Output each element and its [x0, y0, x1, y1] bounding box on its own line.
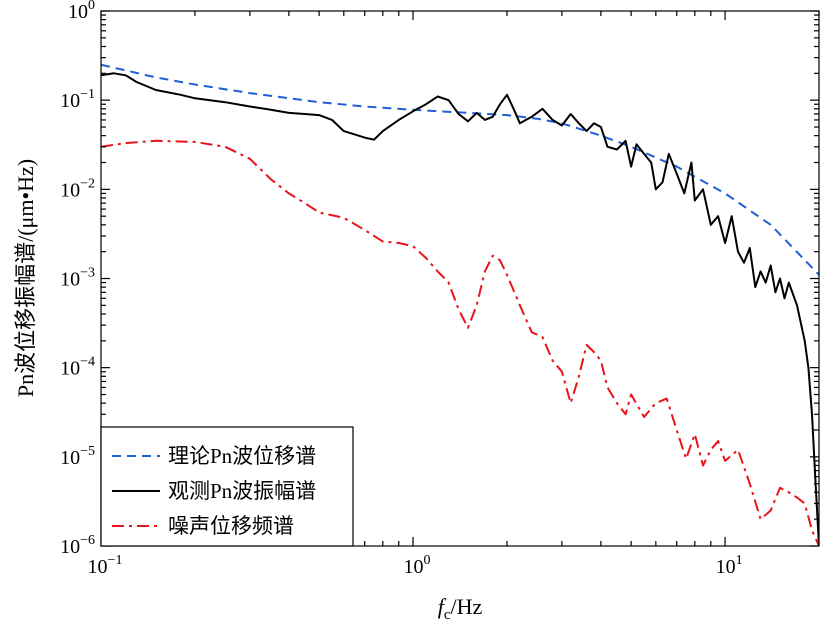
plot-frame: [100, 10, 820, 547]
x-axis-title: fc/Hz: [438, 594, 483, 623]
series-line-1: [101, 72, 819, 546]
series-line-2: [101, 139, 819, 546]
legend-label-0: 理论Pn波位移谱: [168, 444, 316, 468]
y-tick-label: 10−2: [60, 176, 95, 201]
x-tick-label: 101: [716, 553, 743, 578]
x-tick-label: 100: [404, 553, 431, 578]
y-tick-label: 10−1: [60, 87, 95, 112]
y-tick-label: 10−5: [60, 444, 95, 469]
y-tick-label: 10−6: [60, 533, 95, 558]
legend-label-2: 噪声位移频谱: [168, 514, 294, 538]
y-tick-label: 10−4: [60, 355, 95, 380]
y-axis-title: Pn波位移振幅谱/(μm•Hz): [13, 159, 38, 397]
x-tick-label: 10−1: [88, 553, 123, 578]
y-tick-label: 100: [68, 0, 95, 23]
y-tick-label: 10−3: [60, 266, 95, 291]
legend-label-1: 观测Pn波振幅谱: [168, 479, 316, 503]
